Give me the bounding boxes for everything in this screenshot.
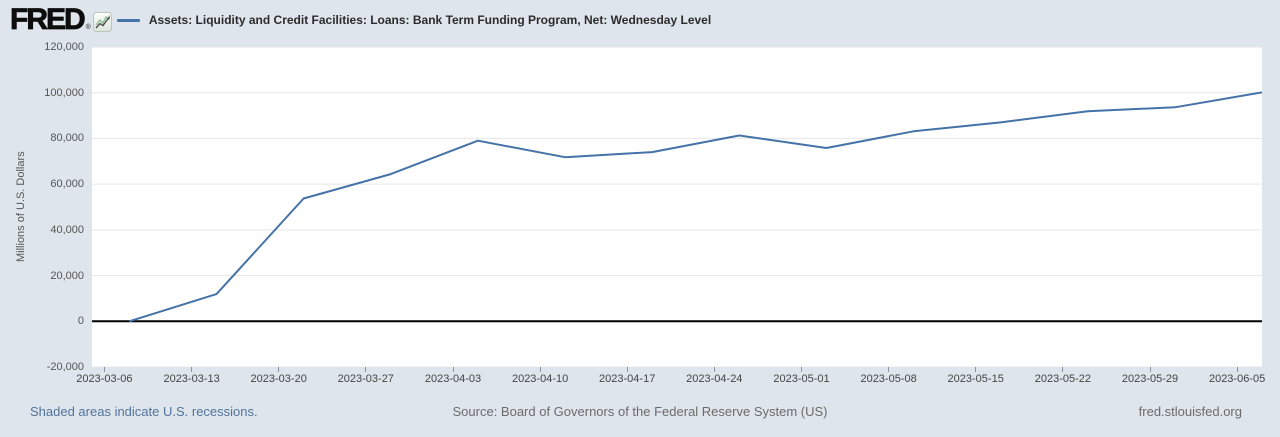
y-tick-label: 20,000 xyxy=(50,269,84,282)
chart-footer: Source: Board of Governors of the Federa… xyxy=(0,404,1280,422)
line-chart xyxy=(92,47,1262,367)
legend-line-marker xyxy=(116,18,140,22)
x-tick-label: 2023-05-22 xyxy=(1034,373,1092,385)
x-tick-label: 2023-03-13 xyxy=(163,373,220,385)
y-tick-label: 100,000 xyxy=(44,86,84,99)
y-tick-label: 40,000 xyxy=(50,223,84,236)
series-title: Assets: Liquidity and Credit Facilities:… xyxy=(148,13,712,27)
plot-area xyxy=(92,47,1262,367)
x-tick-label: 2023-05-29 xyxy=(1121,373,1179,385)
x-tick-mark xyxy=(1149,367,1151,372)
y-tick-label: 80,000 xyxy=(50,132,84,145)
registered-trademark: ® xyxy=(85,24,91,31)
x-tick-mark xyxy=(365,367,367,372)
x-tick-mark xyxy=(626,367,628,372)
series-legend: Assets: Liquidity and Credit Facilities:… xyxy=(116,13,712,27)
y-tick-label: 120,000 xyxy=(44,41,84,53)
x-tick-mark xyxy=(1062,367,1064,372)
x-tick-mark xyxy=(103,367,105,372)
x-tick-mark xyxy=(452,367,454,372)
x-tick-label: 2023-03-06 xyxy=(76,373,133,385)
fred-logo-chart-icon xyxy=(92,12,112,32)
x-tick-mark xyxy=(278,367,280,372)
x-tick-label: 2023-05-15 xyxy=(947,373,1004,385)
x-tick-mark xyxy=(191,367,193,372)
fred-logo[interactable]: FRED ® xyxy=(10,3,112,36)
x-tick-mark xyxy=(1236,367,1238,372)
y-tick-label: 0 xyxy=(77,315,84,328)
fred-logo-text: FRED xyxy=(10,3,86,36)
recession-note-link[interactable]: Shaded areas indicate U.S. recessions. xyxy=(30,404,258,419)
y-tick-label: 60,000 xyxy=(50,178,84,191)
chart-header: FRED ® Assets: Liquidity and Credit Faci… xyxy=(0,0,1280,40)
x-tick-label: 2023-04-17 xyxy=(599,373,656,385)
x-tick-mark xyxy=(888,367,890,372)
x-tick-mark xyxy=(975,367,977,372)
source-text: Source: Board of Governors of the Federa… xyxy=(452,404,828,419)
x-tick-label: 2023-03-27 xyxy=(337,373,394,385)
x-tick-label: 2023-03-20 xyxy=(250,373,307,385)
x-tick-label: 2023-06-05 xyxy=(1208,373,1266,385)
x-tick-label: 2023-04-24 xyxy=(686,373,743,385)
x-tick-label: 2023-04-03 xyxy=(424,373,482,385)
x-tick-label: 2023-05-01 xyxy=(773,373,830,385)
series-line xyxy=(129,91,1262,323)
x-tick-mark xyxy=(801,367,802,372)
x-tick-label: 2023-05-08 xyxy=(860,373,917,385)
y-tick-label: -20,000 xyxy=(46,361,84,373)
x-tick-label: 2023-04-10 xyxy=(511,373,569,385)
x-tick-mark xyxy=(713,367,715,372)
x-tick-mark xyxy=(539,367,541,372)
fred-site-link[interactable]: fred.stlouisfed.org xyxy=(1138,404,1242,419)
